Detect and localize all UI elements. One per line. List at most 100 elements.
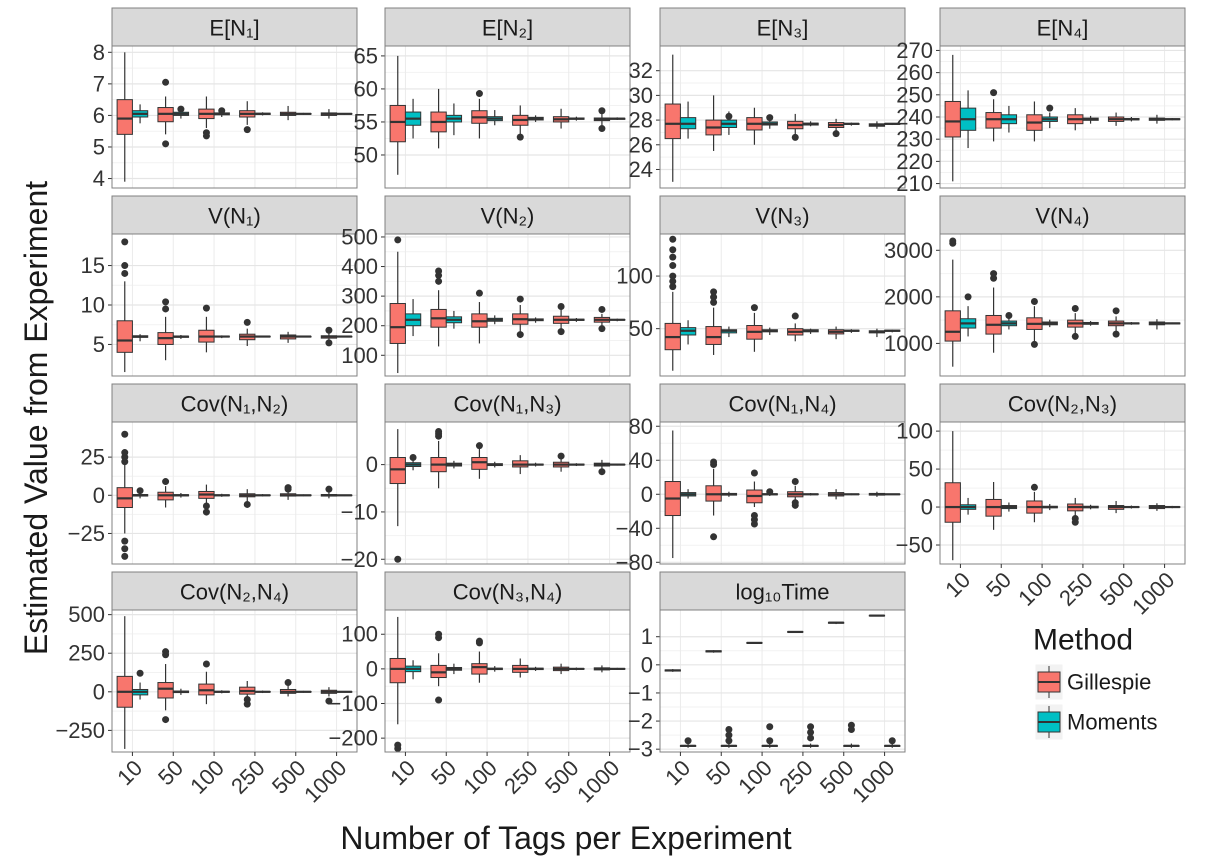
x-tick-label: 10 [940, 567, 975, 602]
panel-border [111, 421, 358, 565]
x-tick-label: 250 [774, 755, 818, 799]
outlier [394, 236, 402, 244]
panel-border [111, 45, 358, 189]
panel [940, 234, 1185, 376]
box [944, 482, 961, 523]
outlier [725, 112, 733, 120]
y-tick-label: 0 [366, 452, 378, 477]
x-tick-label: 10 [112, 755, 147, 790]
y-tick-label: −200 [328, 726, 378, 751]
y-tick-label: −20 [341, 547, 378, 572]
outlier [162, 78, 170, 86]
box [389, 303, 406, 344]
x-tick-label: 50 [701, 755, 736, 790]
panel-border [111, 233, 358, 377]
strip-title: E[N₁] [209, 16, 259, 41]
strip [939, 7, 1186, 47]
x-tick-label: 100 [458, 755, 502, 799]
outlier [669, 253, 677, 261]
outlier [766, 488, 774, 496]
y-tick-label: 1 [641, 624, 653, 649]
strip-title: E[N₂] [482, 16, 533, 41]
y-tick-label: 0 [921, 495, 933, 520]
outlier [202, 304, 210, 312]
strip-title: V(N₃) [755, 204, 809, 229]
y-tick-label: 1000 [884, 331, 933, 356]
outlier [325, 339, 333, 347]
strip-title: E[N₄] [1037, 16, 1089, 41]
outlier [475, 289, 483, 297]
outlier [669, 277, 677, 285]
outlier [136, 669, 144, 677]
box [944, 100, 961, 138]
y-tick-label: 55 [354, 109, 378, 134]
strip [384, 195, 631, 235]
y-tick-label: −3 [628, 737, 653, 762]
outlier [669, 246, 677, 254]
outlier [710, 298, 718, 306]
y-tick-label: 250 [896, 82, 933, 107]
outlier [598, 305, 606, 313]
box [157, 682, 174, 699]
outlier [177, 105, 185, 113]
outlier [243, 500, 251, 508]
outlier [162, 305, 170, 313]
box [389, 457, 406, 485]
outlier [684, 737, 692, 745]
outlier [162, 298, 170, 306]
outlier [710, 458, 718, 466]
panel [385, 422, 630, 564]
panel-border [939, 45, 1186, 189]
panel [112, 422, 357, 564]
strip [384, 571, 631, 611]
legend-label: Moments [1067, 710, 1157, 735]
strip [111, 383, 358, 423]
panel-border [659, 45, 906, 189]
y-tick-label: 200 [341, 313, 378, 338]
outlier [516, 133, 524, 141]
outlier [435, 277, 443, 285]
y-tick-label: 230 [896, 127, 933, 152]
outlier [725, 726, 733, 734]
strip-title: Cov(N₃,N₄) [453, 580, 563, 605]
outlier [394, 555, 402, 563]
y-tick-label: −10 [341, 499, 378, 524]
outlier [557, 302, 565, 310]
y-tick-label: 300 [341, 284, 378, 309]
outlier [202, 508, 210, 516]
y-tick-label: 26 [629, 132, 653, 157]
y-tick-label: −50 [896, 533, 933, 558]
outlier [598, 125, 606, 133]
box [944, 310, 961, 342]
x-tick-label: 100 [185, 755, 229, 799]
outlier [832, 130, 840, 138]
outlier [1046, 104, 1054, 112]
outlier [807, 723, 815, 731]
y-tick-label: −250 [55, 718, 105, 743]
outlier [1071, 514, 1079, 522]
x-tick-label: 1000 [572, 755, 624, 807]
outlier [202, 502, 210, 510]
y-tick-label: 8 [93, 40, 105, 65]
y-tick-label: 240 [896, 105, 933, 130]
outlier [598, 468, 606, 476]
y-tick-label: 25 [81, 445, 105, 470]
y-tick-label: 50 [629, 316, 653, 341]
outlier [669, 272, 677, 280]
y-tick-label: 500 [68, 602, 105, 627]
strip-title: log₁₀Time [736, 580, 830, 605]
x-tick-label: 100 [1013, 567, 1057, 611]
y-tick-label: 7 [93, 71, 105, 96]
panel [660, 422, 905, 564]
outlier [162, 478, 170, 486]
outlier [710, 293, 718, 301]
outlier [1005, 311, 1013, 319]
outlier [435, 630, 443, 638]
outlier [218, 107, 226, 115]
panel-border [939, 421, 1186, 565]
outlier [710, 533, 718, 541]
y-tick-label: 250 [68, 641, 105, 666]
y-tick-label: −1 [628, 680, 653, 705]
outlier [136, 487, 144, 495]
